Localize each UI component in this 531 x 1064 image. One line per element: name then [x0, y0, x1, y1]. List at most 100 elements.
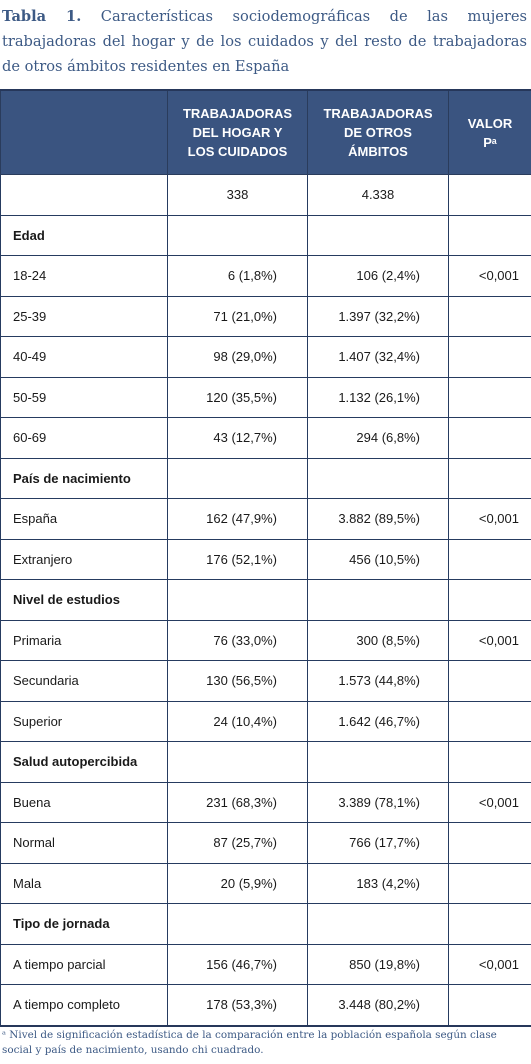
- section-header-row: Nivel de estudios: [0, 579, 531, 621]
- row-label: 50-59: [0, 376, 168, 418]
- cell-domestic-workers: 87 (25,7%): [167, 822, 308, 864]
- cell-p-value: [448, 295, 531, 337]
- cell-p-value: [448, 214, 531, 256]
- table-row: Mala 20 (5,9%) 183 (4,2%): [0, 862, 531, 904]
- cell-other-workers: 850 (19,8%): [307, 943, 449, 985]
- cell-domestic-workers: 98 (29,0%): [167, 336, 308, 378]
- cell-domestic-workers: [167, 214, 308, 256]
- cell-domestic-workers: 120 (35,5%): [167, 376, 308, 418]
- row-label: Superior: [0, 700, 168, 742]
- cell-p-value: [448, 660, 531, 702]
- table-row: A tiempo completo 178 (53,3%) 3.448 (80,2%…: [0, 984, 531, 1027]
- row-label: 18-24: [0, 255, 168, 297]
- cell-domestic-workers: [167, 457, 308, 499]
- table-footnote: ᵃ Nivel de significación estadística de …: [2, 1029, 497, 1056]
- table-row: 60-69 43 (12,7%) 294 (6,8%): [0, 417, 531, 459]
- cell-p-value: [448, 457, 531, 499]
- row-label: España: [0, 498, 168, 540]
- header-line: TRABAJADORAS: [323, 106, 433, 121]
- table-row: Buena 231 (68,3%) 3.389 (78,1%) <0,001: [0, 781, 531, 823]
- cell-domestic-workers: 43 (12,7%): [167, 417, 308, 459]
- row-label: Primaria: [0, 619, 168, 661]
- row-label: 25-39: [0, 295, 168, 337]
- cell-p-value: [448, 417, 531, 459]
- table-row: 18-24 6 (1,8%) 106 (2,4%) <0,001: [0, 255, 531, 297]
- row-label: Nivel de estudios: [0, 579, 168, 621]
- cell-p-value: [448, 376, 531, 418]
- cell-other-workers: 456 (10,5%): [307, 538, 449, 580]
- cell-p-value: [448, 336, 531, 378]
- table-row: Secundaria 130 (56,5%) 1.573 (44,8%): [0, 660, 531, 702]
- cell-p-value: [448, 984, 531, 1027]
- row-label: A tiempo parcial: [0, 943, 168, 985]
- section-header-row: País de nacimiento: [0, 457, 531, 499]
- row-label: Extranjero: [0, 538, 168, 580]
- header-line: LOS CUIDADOS: [187, 144, 288, 159]
- section-header-row: Tipo de jornada: [0, 903, 531, 945]
- section-header-row: Salud autopercibida: [0, 741, 531, 783]
- cell-p-value: [448, 741, 531, 783]
- cell-domestic-workers: [167, 579, 308, 621]
- cell-p-value: <0,001: [448, 943, 531, 985]
- header-cell-domestic-workers: TRABAJADORAS DEL HOGAR Y LOS CUIDADOS: [167, 89, 308, 175]
- header-cell-category: [0, 89, 168, 175]
- cell-other-workers: 106 (2,4%): [307, 255, 449, 297]
- row-label: Edad: [0, 214, 168, 256]
- row-label: Tipo de jornada: [0, 903, 168, 945]
- row-label: País de nacimiento: [0, 457, 168, 499]
- cell-domestic-workers: [167, 741, 308, 783]
- cell-other-workers: 1.642 (46,7%): [307, 700, 449, 742]
- header-line: DEL HOGAR Y: [192, 125, 283, 140]
- header-line: ÁMBITOS: [348, 144, 408, 159]
- totals-row: 338 4.338: [0, 174, 531, 216]
- cell-p-value: <0,001: [448, 255, 531, 297]
- cell-other-workers: [307, 741, 449, 783]
- cell-other-workers: [307, 903, 449, 945]
- header-cell-other-workers: TRABAJADORAS DE OTROS ÁMBITOS: [307, 89, 449, 175]
- table-row: Superior 24 (10,4%) 1.642 (46,7%): [0, 700, 531, 742]
- cell-domestic-workers: 176 (52,1%): [167, 538, 308, 580]
- totals-pvalue: [448, 174, 531, 216]
- header-line: DE OTROS: [344, 125, 412, 140]
- cell-other-workers: 1.407 (32,4%): [307, 336, 449, 378]
- section-header-row: Edad: [0, 214, 531, 256]
- cell-p-value: <0,001: [448, 619, 531, 661]
- cell-other-workers: 300 (8,5%): [307, 619, 449, 661]
- row-label: Normal: [0, 822, 168, 864]
- cell-domestic-workers: 156 (46,7%): [167, 943, 308, 985]
- row-label: 60-69: [0, 417, 168, 459]
- cell-p-value: [448, 822, 531, 864]
- table-header-row: TRABAJADORAS DEL HOGAR Y LOS CUIDADOS TR…: [0, 89, 531, 175]
- cell-domestic-workers: 130 (56,5%): [167, 660, 308, 702]
- table-caption: Tabla 1. Características sociodemográfic…: [0, 0, 531, 79]
- cell-p-value: [448, 700, 531, 742]
- cell-domestic-workers: 6 (1,8%): [167, 255, 308, 297]
- cell-domestic-workers: 178 (53,3%): [167, 984, 308, 1027]
- cell-other-workers: 3.448 (80,2%): [307, 984, 449, 1027]
- cell-domestic-workers: [167, 903, 308, 945]
- header-line: TRABAJADORAS: [182, 106, 293, 121]
- header-cell-p-value: VALOR Pᵃ: [448, 89, 531, 175]
- cell-domestic-workers: 162 (47,9%): [167, 498, 308, 540]
- header-line: VALOR: [467, 115, 513, 131]
- table-row: 25-39 71 (21,0%) 1.397 (32,2%): [0, 295, 531, 337]
- cell-other-workers: [307, 214, 449, 256]
- data-table: TRABAJADORAS DEL HOGAR Y LOS CUIDADOS TR…: [0, 89, 531, 1027]
- cell-domestic-workers: 71 (21,0%): [167, 295, 308, 337]
- cell-other-workers: 3.389 (78,1%): [307, 781, 449, 823]
- cell-domestic-workers: 24 (10,4%): [167, 700, 308, 742]
- cell-other-workers: 1.132 (26,1%): [307, 376, 449, 418]
- table-row: España 162 (47,9%) 3.882 (89,5%) <0,001: [0, 498, 531, 540]
- cell-other-workers: 294 (6,8%): [307, 417, 449, 459]
- row-label: Mala: [0, 862, 168, 904]
- table-row: 50-59 120 (35,5%) 1.132 (26,1%): [0, 376, 531, 418]
- cell-other-workers: 183 (4,2%): [307, 862, 449, 904]
- table-caption-lead: Tabla 1.: [2, 8, 82, 25]
- cell-p-value: [448, 538, 531, 580]
- row-label: 40-49: [0, 336, 168, 378]
- cell-p-value: <0,001: [448, 781, 531, 823]
- cell-p-value: [448, 862, 531, 904]
- header-line: Pᵃ: [483, 134, 497, 150]
- cell-other-workers: 3.882 (89,5%): [307, 498, 449, 540]
- cell-other-workers: [307, 457, 449, 499]
